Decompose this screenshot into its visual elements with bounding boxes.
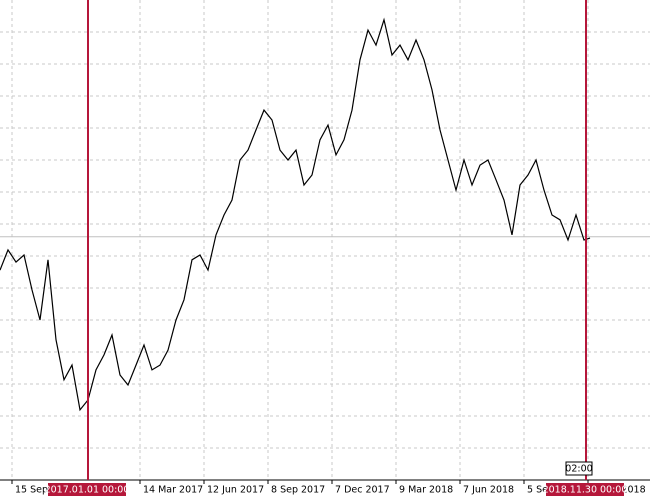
x-tick-label: 9 Mar 2018 [399, 485, 453, 496]
x-tick-label: 12 Jun 2017 [207, 485, 264, 496]
x-tick-label: 14 Mar 2017 [143, 485, 203, 496]
time-label-box [565, 461, 593, 476]
x-tick-label: 7 Dec 2017 [335, 485, 390, 496]
marker-label: 2018.11.30 00:00 [543, 485, 628, 496]
price-series [0, 17, 591, 412]
marker-label-bg [48, 483, 126, 496]
marker-label-bg [546, 483, 624, 496]
x-tick-label: 8 Sep 2017 [271, 485, 325, 496]
x-tick-label: 7 Jun 2018 [463, 485, 514, 496]
marker-label: 2017.01.01 00:00 [45, 485, 130, 496]
time-label: 02:00 [565, 464, 592, 475]
x-tick-label: 15 Sep 2016 [15, 485, 75, 496]
